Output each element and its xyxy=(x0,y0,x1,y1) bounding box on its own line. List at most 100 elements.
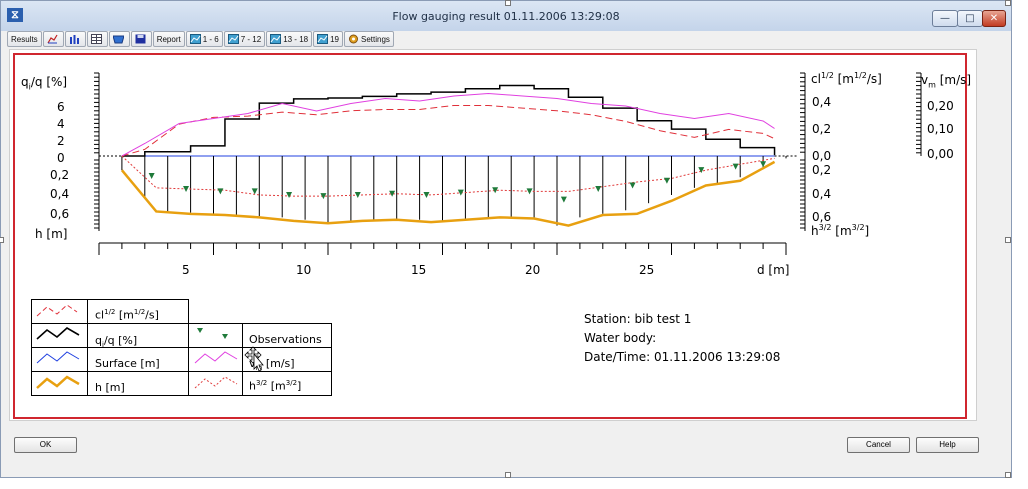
results-label: Results xyxy=(11,34,38,44)
observation-point xyxy=(217,188,224,195)
observation-point xyxy=(760,161,767,168)
legend-swatch-surface xyxy=(36,351,80,364)
depth-line xyxy=(120,160,776,227)
observation-point xyxy=(698,167,705,174)
observation-point xyxy=(148,173,155,180)
help-button[interactable]: Help xyxy=(916,437,979,453)
range-13-18-button[interactable]: 13 - 18 xyxy=(266,31,313,47)
left-tick-0-6: 0,6 xyxy=(50,207,70,221)
table-icon xyxy=(90,34,102,44)
right1-tick-lower-0-2: 0,2 xyxy=(812,163,832,177)
legend-swatch-h32 xyxy=(194,376,238,389)
right1-bottom-label: h3/2 [m3/2] xyxy=(811,223,870,238)
q-step-line xyxy=(121,84,776,157)
cross-section-icon xyxy=(112,35,124,44)
move-cursor-icon xyxy=(244,346,264,372)
resize-handle-left[interactable] xyxy=(0,237,4,243)
report-label: Report xyxy=(156,34,181,44)
observation-point xyxy=(629,182,636,189)
report-button[interactable]: Report xyxy=(152,31,185,47)
right1-axis-label: cl1/2 [m1/2/s] xyxy=(811,71,882,86)
ok-button[interactable]: OK xyxy=(14,437,77,453)
save-icon xyxy=(135,34,146,44)
bar-chart-icon xyxy=(69,35,79,44)
left-tick-4: 4 xyxy=(57,117,65,131)
x-tick-15: 15 xyxy=(411,263,427,277)
save-button[interactable] xyxy=(130,31,152,47)
right1-tick-lower-0-6: 0,6 xyxy=(812,210,832,224)
flow-chart xyxy=(94,72,922,255)
right1-tick-0-4: 0,4 xyxy=(812,95,832,109)
left-tick-0: 0 xyxy=(57,151,65,165)
title-bar[interactable]: ⧖ Flow gauging result 01.11.2006 13:29:0… xyxy=(1,1,1011,31)
x-tick-10: 10 xyxy=(296,263,312,277)
range-19-button[interactable]: 19 xyxy=(313,31,343,47)
legend-swatch-vm xyxy=(194,351,238,364)
x-axis-label: d [m] xyxy=(757,263,790,277)
left-tick-0-4: 0,4 xyxy=(50,187,70,201)
left-tick-2: 2 xyxy=(57,134,65,148)
water-body-text: Water body: xyxy=(584,331,657,345)
legend-swatch-observations xyxy=(197,328,228,339)
resize-handle-top-right[interactable] xyxy=(1005,0,1011,6)
x-tick-20: 20 xyxy=(525,263,541,277)
resize-handle-bottom-right[interactable] xyxy=(1005,472,1011,478)
results-button[interactable]: Results xyxy=(7,31,42,47)
right2-axis-label: vm [m/s] xyxy=(921,73,972,90)
observation-point xyxy=(732,163,739,170)
observation-point xyxy=(286,191,293,198)
table-button[interactable] xyxy=(86,31,108,47)
x-tick-5: 5 xyxy=(182,263,190,277)
cl-line xyxy=(121,104,775,157)
vm-line xyxy=(121,92,775,157)
legend-q-label: qi/q [%] xyxy=(95,334,138,350)
left-axis-label: qi/q [%] xyxy=(21,75,68,92)
datetime-text: Date/Time: 01.11.2006 13:29:08 xyxy=(584,350,781,364)
right2-tick-0-20: 0,20 xyxy=(927,99,954,113)
legend xyxy=(31,299,332,396)
right1-tick-lower-0-4: 0,4 xyxy=(812,187,832,201)
left-bottom-label: h [m] xyxy=(35,227,68,241)
area-chart-button[interactable] xyxy=(42,31,64,47)
observation-point xyxy=(389,190,396,197)
app-icon: ⧖ xyxy=(7,8,23,22)
legend-observations-label: Observations xyxy=(249,333,322,346)
observation-point xyxy=(183,186,190,193)
window-title: Flow gauging result 01.11.2006 13:29:08 xyxy=(392,10,620,23)
observation-point xyxy=(560,196,567,203)
chart-icon xyxy=(270,34,282,44)
cancel-button[interactable]: Cancel xyxy=(847,437,910,453)
observation-point xyxy=(526,188,533,195)
resize-handle-top[interactable] xyxy=(505,0,511,6)
content-area: qi/q [%] 6 4 2 0 0,2 0,4 0,6 h [m] cl1/2… xyxy=(9,49,977,421)
legend-h-label: h [m] xyxy=(95,381,125,394)
range-1-6-button[interactable]: 1 - 6 xyxy=(185,31,223,47)
legend-surface-label: Surface [m] xyxy=(95,357,160,370)
dialog-window: ⧖ Flow gauging result 01.11.2006 13:29:0… xyxy=(0,0,1012,478)
x-tick-25: 25 xyxy=(639,263,655,277)
legend-cl-label: cl1/2 [m1/2/s] xyxy=(95,308,159,322)
bar-chart-button[interactable] xyxy=(64,31,86,47)
toolbar: Results Report 1 - 6 7 - 12 13 - 18 xyxy=(7,31,395,49)
maximize-button[interactable]: □ xyxy=(957,10,983,27)
cross-section-button[interactable] xyxy=(108,31,130,47)
range-19-label: 19 xyxy=(330,34,339,44)
observation-point xyxy=(595,186,602,193)
minimize-button[interactable]: — xyxy=(932,10,958,27)
left-tick-0-2: 0,2 xyxy=(50,168,70,182)
close-button[interactable]: ✕ xyxy=(982,10,1006,27)
observation-point xyxy=(457,189,464,196)
range-1-6-label: 1 - 6 xyxy=(202,34,219,44)
resize-handle-bottom[interactable] xyxy=(505,472,511,478)
observation-point xyxy=(320,193,327,200)
chart-icon xyxy=(227,34,239,44)
resize-handle-right[interactable] xyxy=(1005,237,1011,243)
range-7-12-button[interactable]: 7 - 12 xyxy=(223,31,266,47)
legend-h32-label: h3/2 [m3/2] xyxy=(249,379,302,393)
chart-icon xyxy=(317,34,329,44)
right1-tick-0-2: 0,2 xyxy=(812,122,832,136)
station-text: Station: bib test 1 xyxy=(584,312,692,326)
settings-button[interactable]: Settings xyxy=(344,31,394,47)
observation-point xyxy=(354,191,361,198)
area-chart-icon xyxy=(47,34,58,44)
